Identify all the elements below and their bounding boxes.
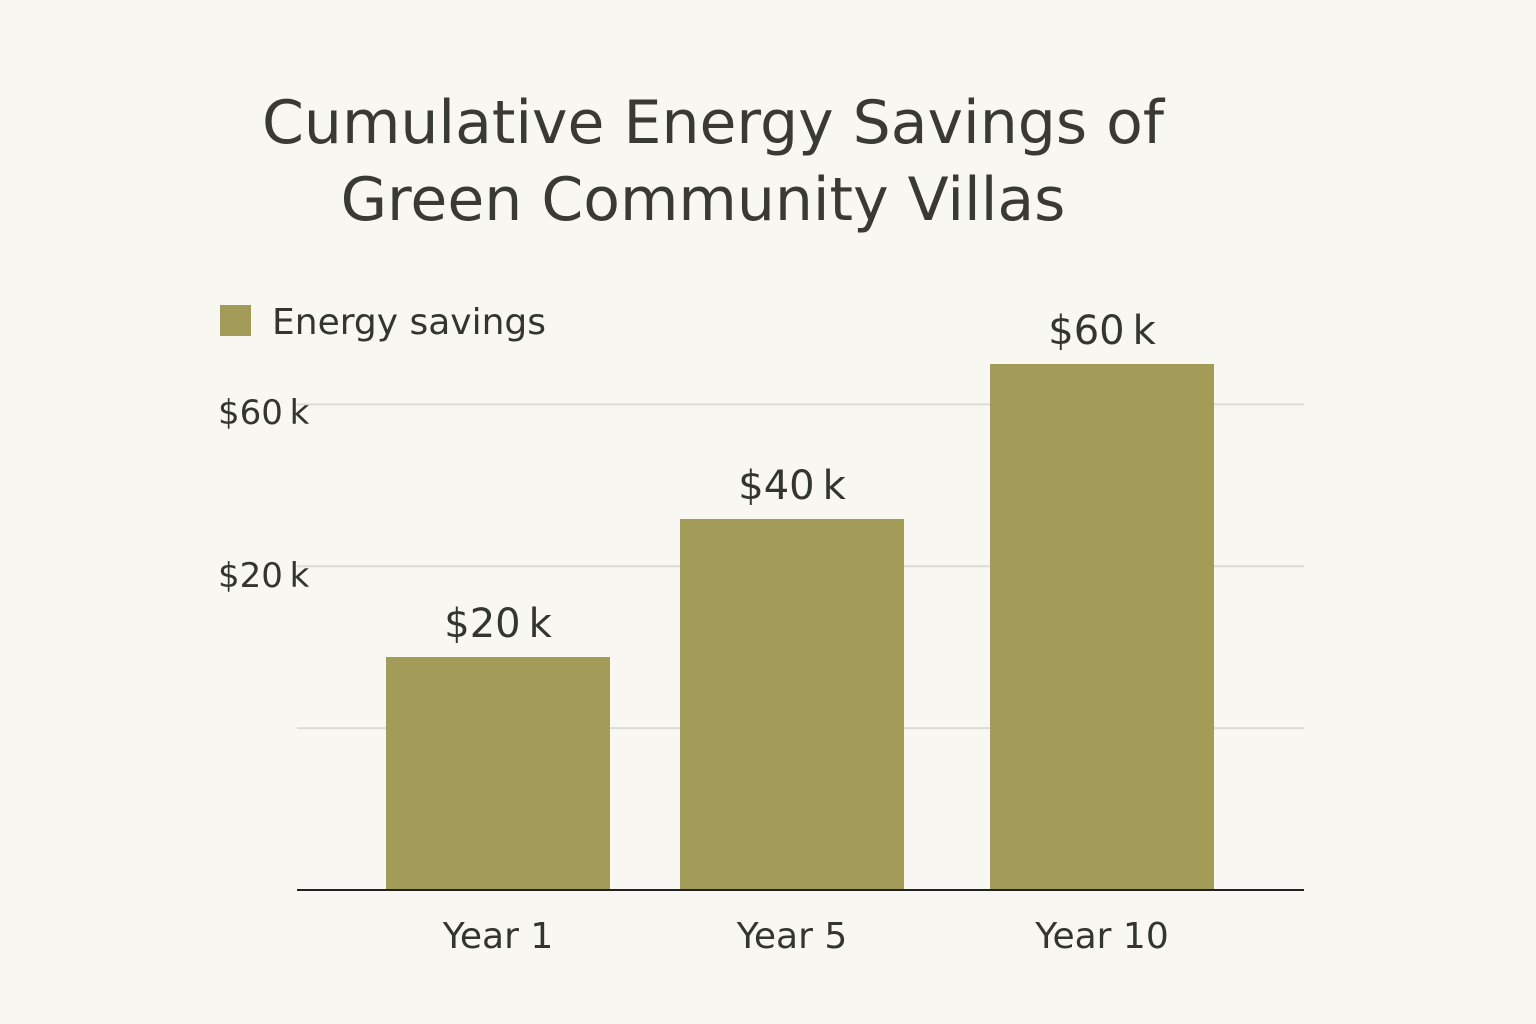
x-tick-label-year-10: Year 10	[1034, 916, 1168, 957]
x-tick-label-year-1: Year 1	[442, 916, 554, 957]
value-label-year-1: $20 k	[444, 601, 552, 647]
y-tick-label-2: $60 k	[218, 393, 310, 433]
y-tick-label-1: $20 k	[218, 556, 310, 596]
value-label-year-10: $60 k	[1048, 308, 1156, 354]
value-label-year-5: $40 k	[738, 463, 846, 509]
bar-year-5	[680, 519, 904, 890]
chart-title-line-1: Cumulative Energy Savings of	[262, 88, 1166, 158]
chart-title-line-2: Green Community Villas	[341, 165, 1066, 235]
bar-year-10	[990, 364, 1214, 890]
labels: $20 k $60 k $20 k Year 1 $40 k Year 5 $60 k Yea…	[218, 308, 1169, 957]
bar-year-1	[386, 657, 610, 890]
x-tick-label-year-5: Year 5	[736, 916, 848, 957]
bars	[386, 364, 1214, 890]
legend-label: Energy savings	[272, 302, 546, 343]
legend-swatch	[220, 305, 251, 336]
